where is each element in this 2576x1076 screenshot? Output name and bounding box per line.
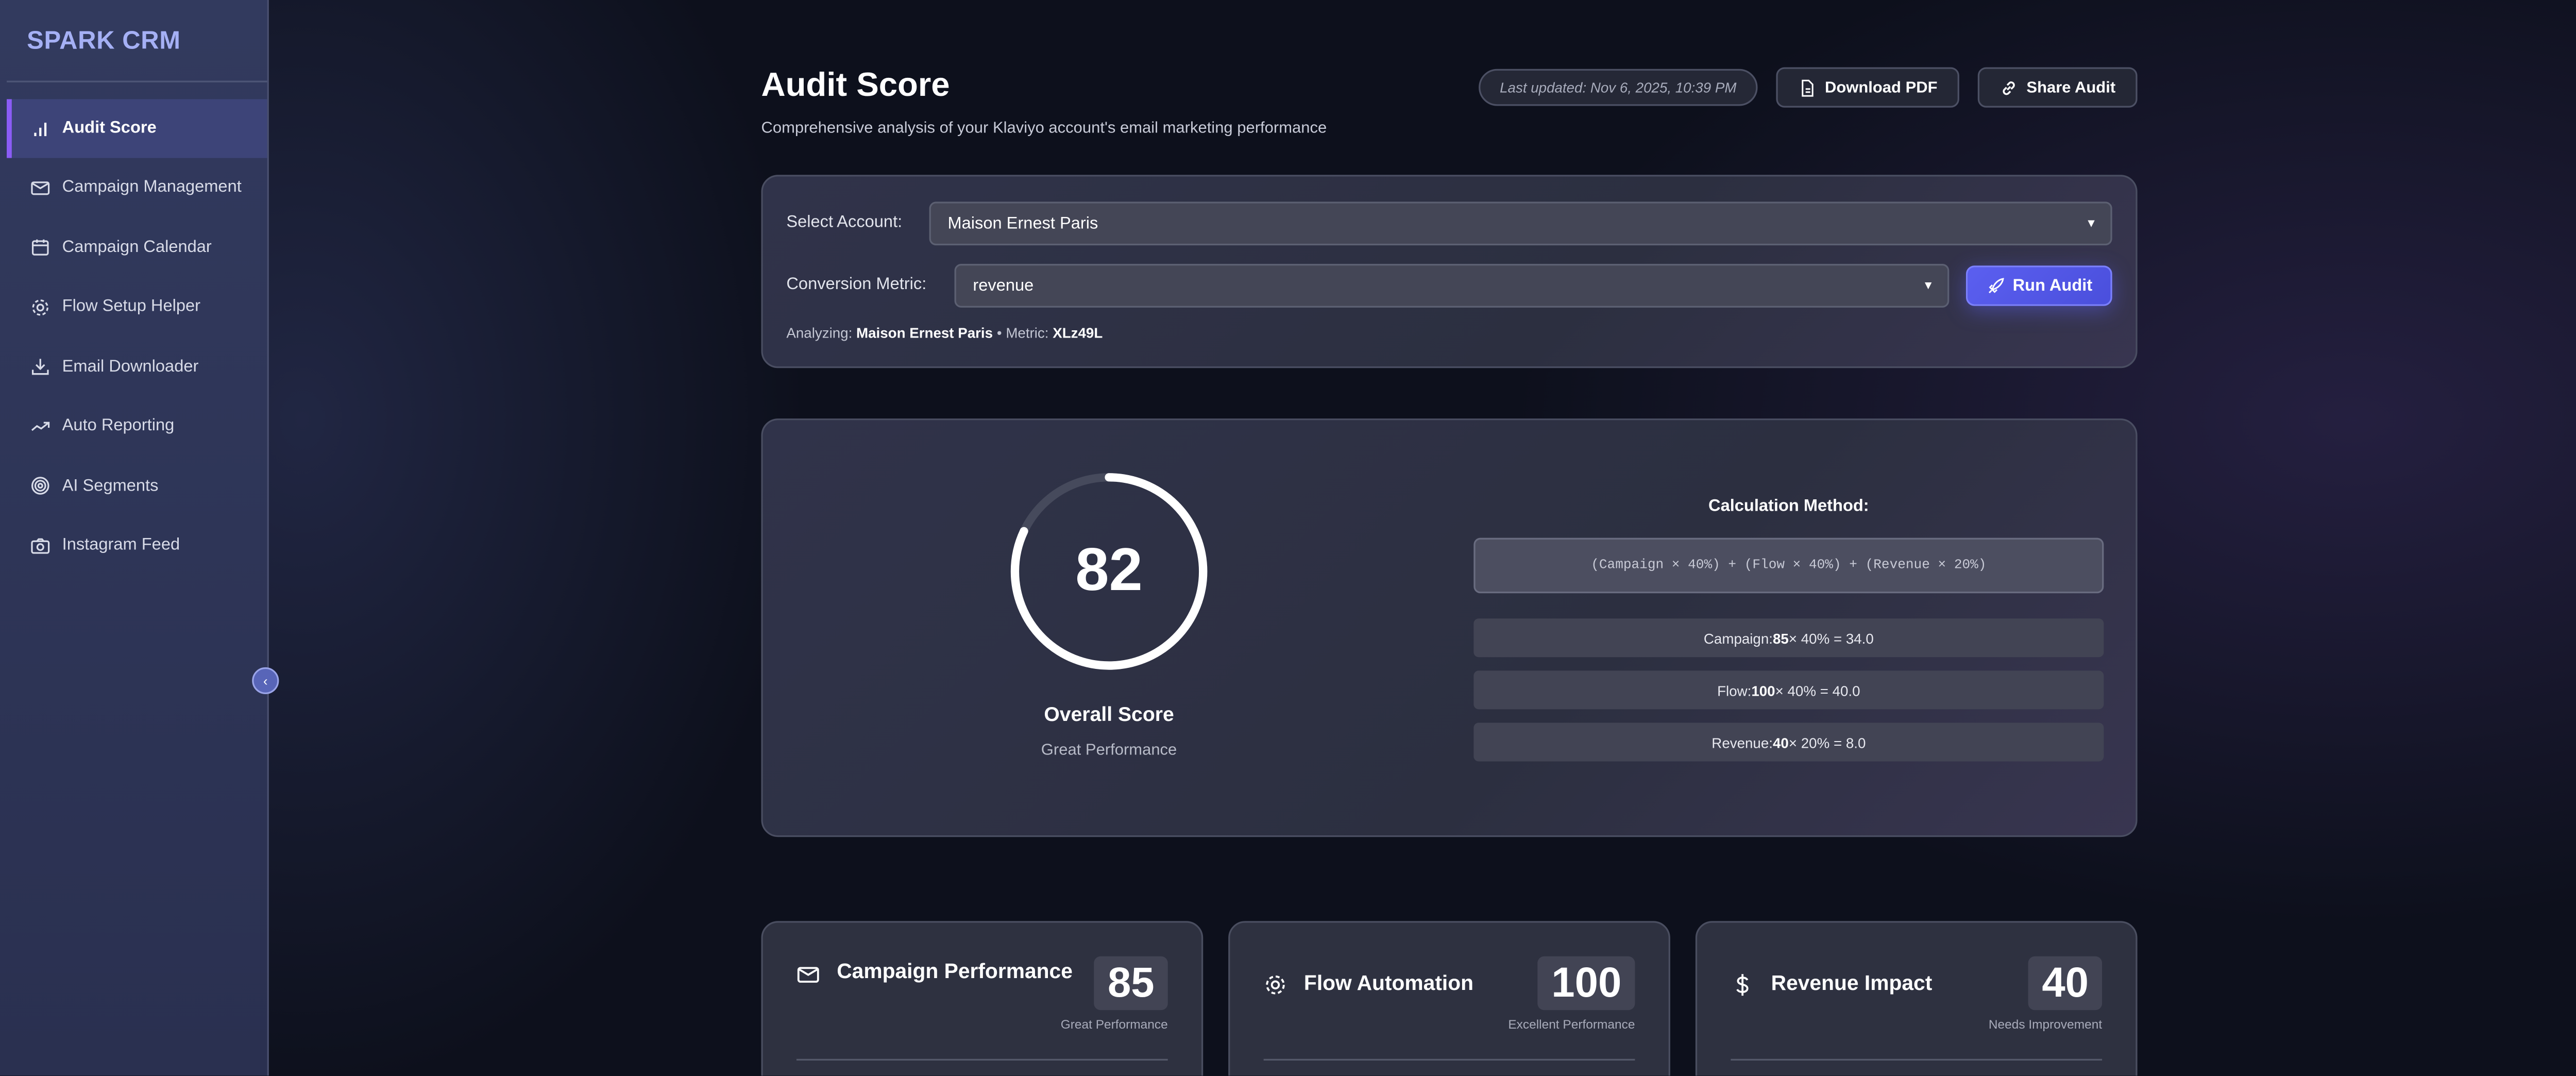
row-name: Flow: xyxy=(1717,681,1752,699)
metric-status: Needs Improvement xyxy=(1988,1017,2103,1032)
mail-icon xyxy=(797,967,819,983)
sidebar-item-campaign-management[interactable]: Campaign Management xyxy=(7,158,267,217)
metric-score: 85 xyxy=(1094,956,1168,1011)
analyzing-info: Analyzing: Maison Ernest Paris • Metric:… xyxy=(786,324,1103,341)
metric-id-label: Metric: xyxy=(1006,324,1049,342)
metric-select[interactable]: revenue ▼ xyxy=(954,264,1950,308)
divider xyxy=(1731,1058,2103,1061)
sidebar-item-label: AI Segments xyxy=(62,476,159,495)
metric-card-revenue: Revenue Impact 40 Needs Improvement xyxy=(1695,921,2138,1076)
sidebar-item-label: Instagram Feed xyxy=(62,536,180,555)
score-gauge xyxy=(1010,473,1208,670)
target-icon xyxy=(31,477,49,495)
metric-label: Conversion Metric: xyxy=(786,275,927,294)
metric-status: Excellent Performance xyxy=(1508,1017,1635,1032)
page-subtitle: Comprehensive analysis of your Klaviyo a… xyxy=(761,119,1327,138)
chevron-left-icon: ‹ xyxy=(263,673,268,688)
last-updated-badge: Last updated: Nov 6, 2025, 10:39 PM xyxy=(1479,69,1758,106)
sidebar-item-campaign-calendar[interactable]: Campaign Calendar xyxy=(7,217,267,276)
sidebar-item-label: Auto Reporting xyxy=(62,416,175,435)
account-label: Select Account: xyxy=(786,213,903,232)
sidebar-item-email-downloader[interactable]: Email Downloader xyxy=(7,337,267,396)
metric-title: Revenue Impact xyxy=(1771,971,1933,995)
sidebar-item-label: Campaign Calendar xyxy=(62,238,212,257)
calculation-row-revenue: Revenue: 40 × 20% = 8.0 xyxy=(1473,722,2104,762)
sidebar-item-auto-reporting[interactable]: Auto Reporting xyxy=(7,397,267,456)
link-icon xyxy=(2003,80,2015,94)
chevron-down-icon: ▼ xyxy=(2085,217,2097,230)
share-audit-label: Share Audit xyxy=(2026,78,2116,97)
share-audit-button[interactable]: Share Audit xyxy=(1977,67,2138,108)
dollar-icon xyxy=(1736,974,1749,996)
overall-score-value: 82 xyxy=(1075,534,1143,603)
account-select-value: Maison Ernest Paris xyxy=(947,214,1098,233)
run-audit-label: Run Audit xyxy=(2012,276,2093,295)
file-icon xyxy=(1802,79,1814,96)
sidebar-item-audit-score[interactable]: Audit Score xyxy=(7,99,267,158)
row-result: × 40% = 34.0 xyxy=(1788,629,1874,647)
row-result: × 20% = 8.0 xyxy=(1788,733,1866,751)
metric-title: Campaign Performance xyxy=(837,960,1073,983)
page-title: Audit Score xyxy=(761,67,950,105)
row-score: 85 xyxy=(1772,629,1789,647)
download-pdf-button[interactable]: Download PDF xyxy=(1776,67,1959,108)
run-audit-button[interactable]: Run Audit xyxy=(1965,265,2112,306)
collapse-sidebar-button[interactable]: ‹ xyxy=(252,667,279,694)
download-icon xyxy=(31,359,49,375)
calculation-title: Calculation Method: xyxy=(1708,497,1869,516)
sidebar: SPARK CRM Audit Score Campaign Managemen… xyxy=(0,0,269,1076)
bar-chart-icon xyxy=(34,122,47,136)
metric-score: 40 xyxy=(2028,956,2103,1011)
sidebar-item-label: Flow Setup Helper xyxy=(62,297,200,316)
gauge-progress xyxy=(1010,473,1208,670)
calendar-icon xyxy=(31,239,49,256)
overall-score-label: Overall Score xyxy=(1044,702,1174,726)
divider xyxy=(1263,1058,1635,1061)
sidebar-item-instagram-feed[interactable]: Instagram Feed xyxy=(7,516,267,575)
metric-select-value: revenue xyxy=(973,276,1034,295)
sidebar-item-label: Email Downloader xyxy=(62,357,199,376)
calculation-row-campaign: Campaign: 85 × 40% = 34.0 xyxy=(1473,618,2104,658)
app-logo: SPARK CRM xyxy=(27,27,181,56)
camera-icon xyxy=(31,537,50,553)
sidebar-item-label: Audit Score xyxy=(62,119,157,138)
row-score: 40 xyxy=(1772,733,1789,751)
sidebar-item-flow-setup-helper[interactable]: Flow Setup Helper xyxy=(7,277,267,336)
separator: • xyxy=(996,324,1002,342)
metric-card-flow: Flow Automation 100 Excellent Performanc… xyxy=(1228,921,1670,1076)
metric-card-campaign: Campaign Performance 85 Great Performanc… xyxy=(761,921,1204,1076)
metric-status: Great Performance xyxy=(1060,1017,1168,1032)
calculation-row-flow: Flow: 100 × 40% = 40.0 xyxy=(1473,670,2104,710)
mail-icon xyxy=(31,180,50,194)
chevron-down-icon: ▼ xyxy=(1922,280,1934,292)
sidebar-divider xyxy=(7,80,267,82)
gear-icon xyxy=(32,298,48,315)
calculation-formula: (Campaign × 40%) + (Flow × 40%) + (Reven… xyxy=(1473,537,2104,594)
row-name: Revenue: xyxy=(1711,733,1773,751)
metric-id-value: XLz49L xyxy=(1053,324,1103,342)
metric-score: 100 xyxy=(1538,956,1635,1011)
gear-icon xyxy=(1266,975,1285,995)
sidebar-item-label: Campaign Management xyxy=(62,178,242,197)
analyzing-label: Analyzing: xyxy=(786,324,853,342)
row-name: Campaign: xyxy=(1703,629,1773,647)
row-score: 100 xyxy=(1751,681,1775,699)
rocket-icon xyxy=(1988,277,2004,293)
sidebar-item-ai-segments[interactable]: AI Segments xyxy=(7,456,267,515)
metric-title: Flow Automation xyxy=(1303,971,1474,995)
divider xyxy=(796,1058,1168,1061)
analyzing-account: Maison Ernest Paris xyxy=(856,324,993,342)
overall-score-status: Great Performance xyxy=(1041,741,1177,760)
download-pdf-label: Download PDF xyxy=(1824,78,1938,97)
trending-up-icon xyxy=(31,421,50,430)
row-result: × 40% = 40.0 xyxy=(1775,681,1860,699)
account-select[interactable]: Maison Ernest Paris ▼ xyxy=(929,201,2112,246)
